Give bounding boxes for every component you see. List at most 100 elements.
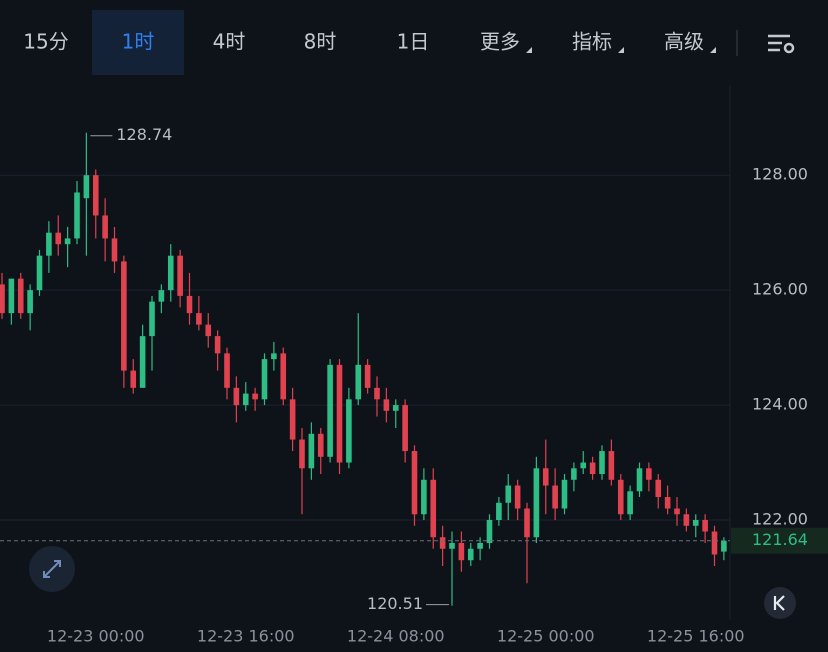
candle-body <box>252 393 258 400</box>
candle-body <box>458 542 465 561</box>
max-label: 128.74 <box>116 125 172 144</box>
candle-body <box>233 387 240 406</box>
candle-body <box>224 353 230 388</box>
candle-body <box>167 255 174 291</box>
candle-body <box>636 468 643 492</box>
candle-body <box>402 405 408 452</box>
candle-body <box>271 353 277 360</box>
candle-body <box>74 192 80 239</box>
dropdown-caret <box>618 47 624 53</box>
settings-icon[interactable] <box>768 34 795 54</box>
candle-body <box>205 324 212 337</box>
candle-body <box>721 540 727 552</box>
candle-body <box>196 313 202 325</box>
candle-body <box>589 462 596 475</box>
candle-body <box>374 387 380 400</box>
tab[interactable]: 高级 <box>664 30 704 54</box>
candle-body <box>289 399 296 440</box>
candle-body <box>430 479 437 538</box>
candle-body <box>8 278 15 314</box>
candle-body <box>327 364 333 457</box>
min-label: 120.51 <box>367 594 423 613</box>
candle-body <box>92 175 99 216</box>
candle-body <box>177 255 183 296</box>
candle-body <box>655 479 662 498</box>
candle-body <box>299 439 305 469</box>
last-price-box <box>731 527 828 554</box>
plot: 122.00 124.00 126.00 128.00 12-23 00:00 12-23… <box>0 125 828 646</box>
candle-body <box>17 278 24 314</box>
candle-body <box>439 537 446 549</box>
candle-body <box>214 336 221 354</box>
candle-body <box>421 479 427 515</box>
candle-body <box>617 479 624 515</box>
candle-body <box>64 238 71 245</box>
candle-body <box>542 468 549 486</box>
candle-body <box>0 284 5 314</box>
candle-body <box>308 433 315 469</box>
tab[interactable]: 4时 <box>213 30 246 54</box>
candle-body <box>317 433 324 457</box>
tab[interactable]: 8时 <box>304 30 337 54</box>
tab[interactable]: 更多 <box>480 30 520 54</box>
candle-body <box>646 468 652 480</box>
candle-body <box>102 215 108 239</box>
candle-body <box>467 548 474 561</box>
candle-body <box>599 451 605 475</box>
y-tick-label: 128.00 <box>752 165 808 184</box>
candle-body <box>561 479 568 509</box>
candle-body <box>683 514 690 526</box>
candle-body <box>130 370 137 388</box>
last-price-label: 121.64 <box>752 530 808 549</box>
tab[interactable]: 15分 <box>23 30 68 54</box>
candle-body <box>149 301 155 337</box>
candle-body <box>83 175 90 199</box>
candle-body <box>355 364 362 400</box>
candle-body <box>261 359 268 400</box>
candle-body <box>411 451 418 515</box>
candle-body <box>186 295 193 314</box>
candle-body <box>449 542 455 549</box>
expand-button[interactable] <box>29 546 75 592</box>
candle-body <box>608 451 615 480</box>
x-tick-label: 12-24 08:00 <box>347 627 445 646</box>
tab[interactable]: 1时 <box>122 30 155 54</box>
candle-body <box>392 405 399 411</box>
candle-body <box>280 353 287 400</box>
tab[interactable]: 指标 <box>572 30 612 54</box>
candle-body <box>486 520 493 543</box>
x-tick-label: 12-23 16:00 <box>197 627 295 646</box>
candle-body <box>514 485 521 509</box>
y-tick-label: 126.00 <box>752 280 808 299</box>
candle-body <box>702 520 708 532</box>
candle-body <box>111 238 118 262</box>
candle-body <box>505 485 512 503</box>
x-tick-label: 12-25 00:00 <box>497 627 595 646</box>
candle-body <box>664 497 671 509</box>
y-tick-label: 124.00 <box>752 395 808 414</box>
scroll-latest-button[interactable] <box>764 587 796 619</box>
candle-body <box>336 364 343 463</box>
candle-body <box>627 491 633 515</box>
candle-body <box>674 508 680 515</box>
candle-body <box>580 462 587 469</box>
candle-body <box>346 399 352 463</box>
x-tick-label: 12-23 00:00 <box>47 627 145 646</box>
candle-body <box>121 261 127 371</box>
candle-body <box>27 290 33 314</box>
candle-body <box>158 290 165 302</box>
candle-body <box>496 502 502 521</box>
dropdown-caret <box>710 47 716 53</box>
active-tab-bg <box>92 10 184 75</box>
y-tick-label: 122.00 <box>752 510 808 529</box>
candle-body <box>477 542 483 549</box>
candle-body <box>383 399 390 411</box>
candle-body <box>55 232 62 245</box>
tab[interactable]: 1日 <box>397 30 430 54</box>
dropdown-caret <box>526 47 532 53</box>
candle-body <box>46 232 52 256</box>
toolbar: 15分 1时 4时 8时 1日 更多 指标 高级 <box>23 30 704 54</box>
